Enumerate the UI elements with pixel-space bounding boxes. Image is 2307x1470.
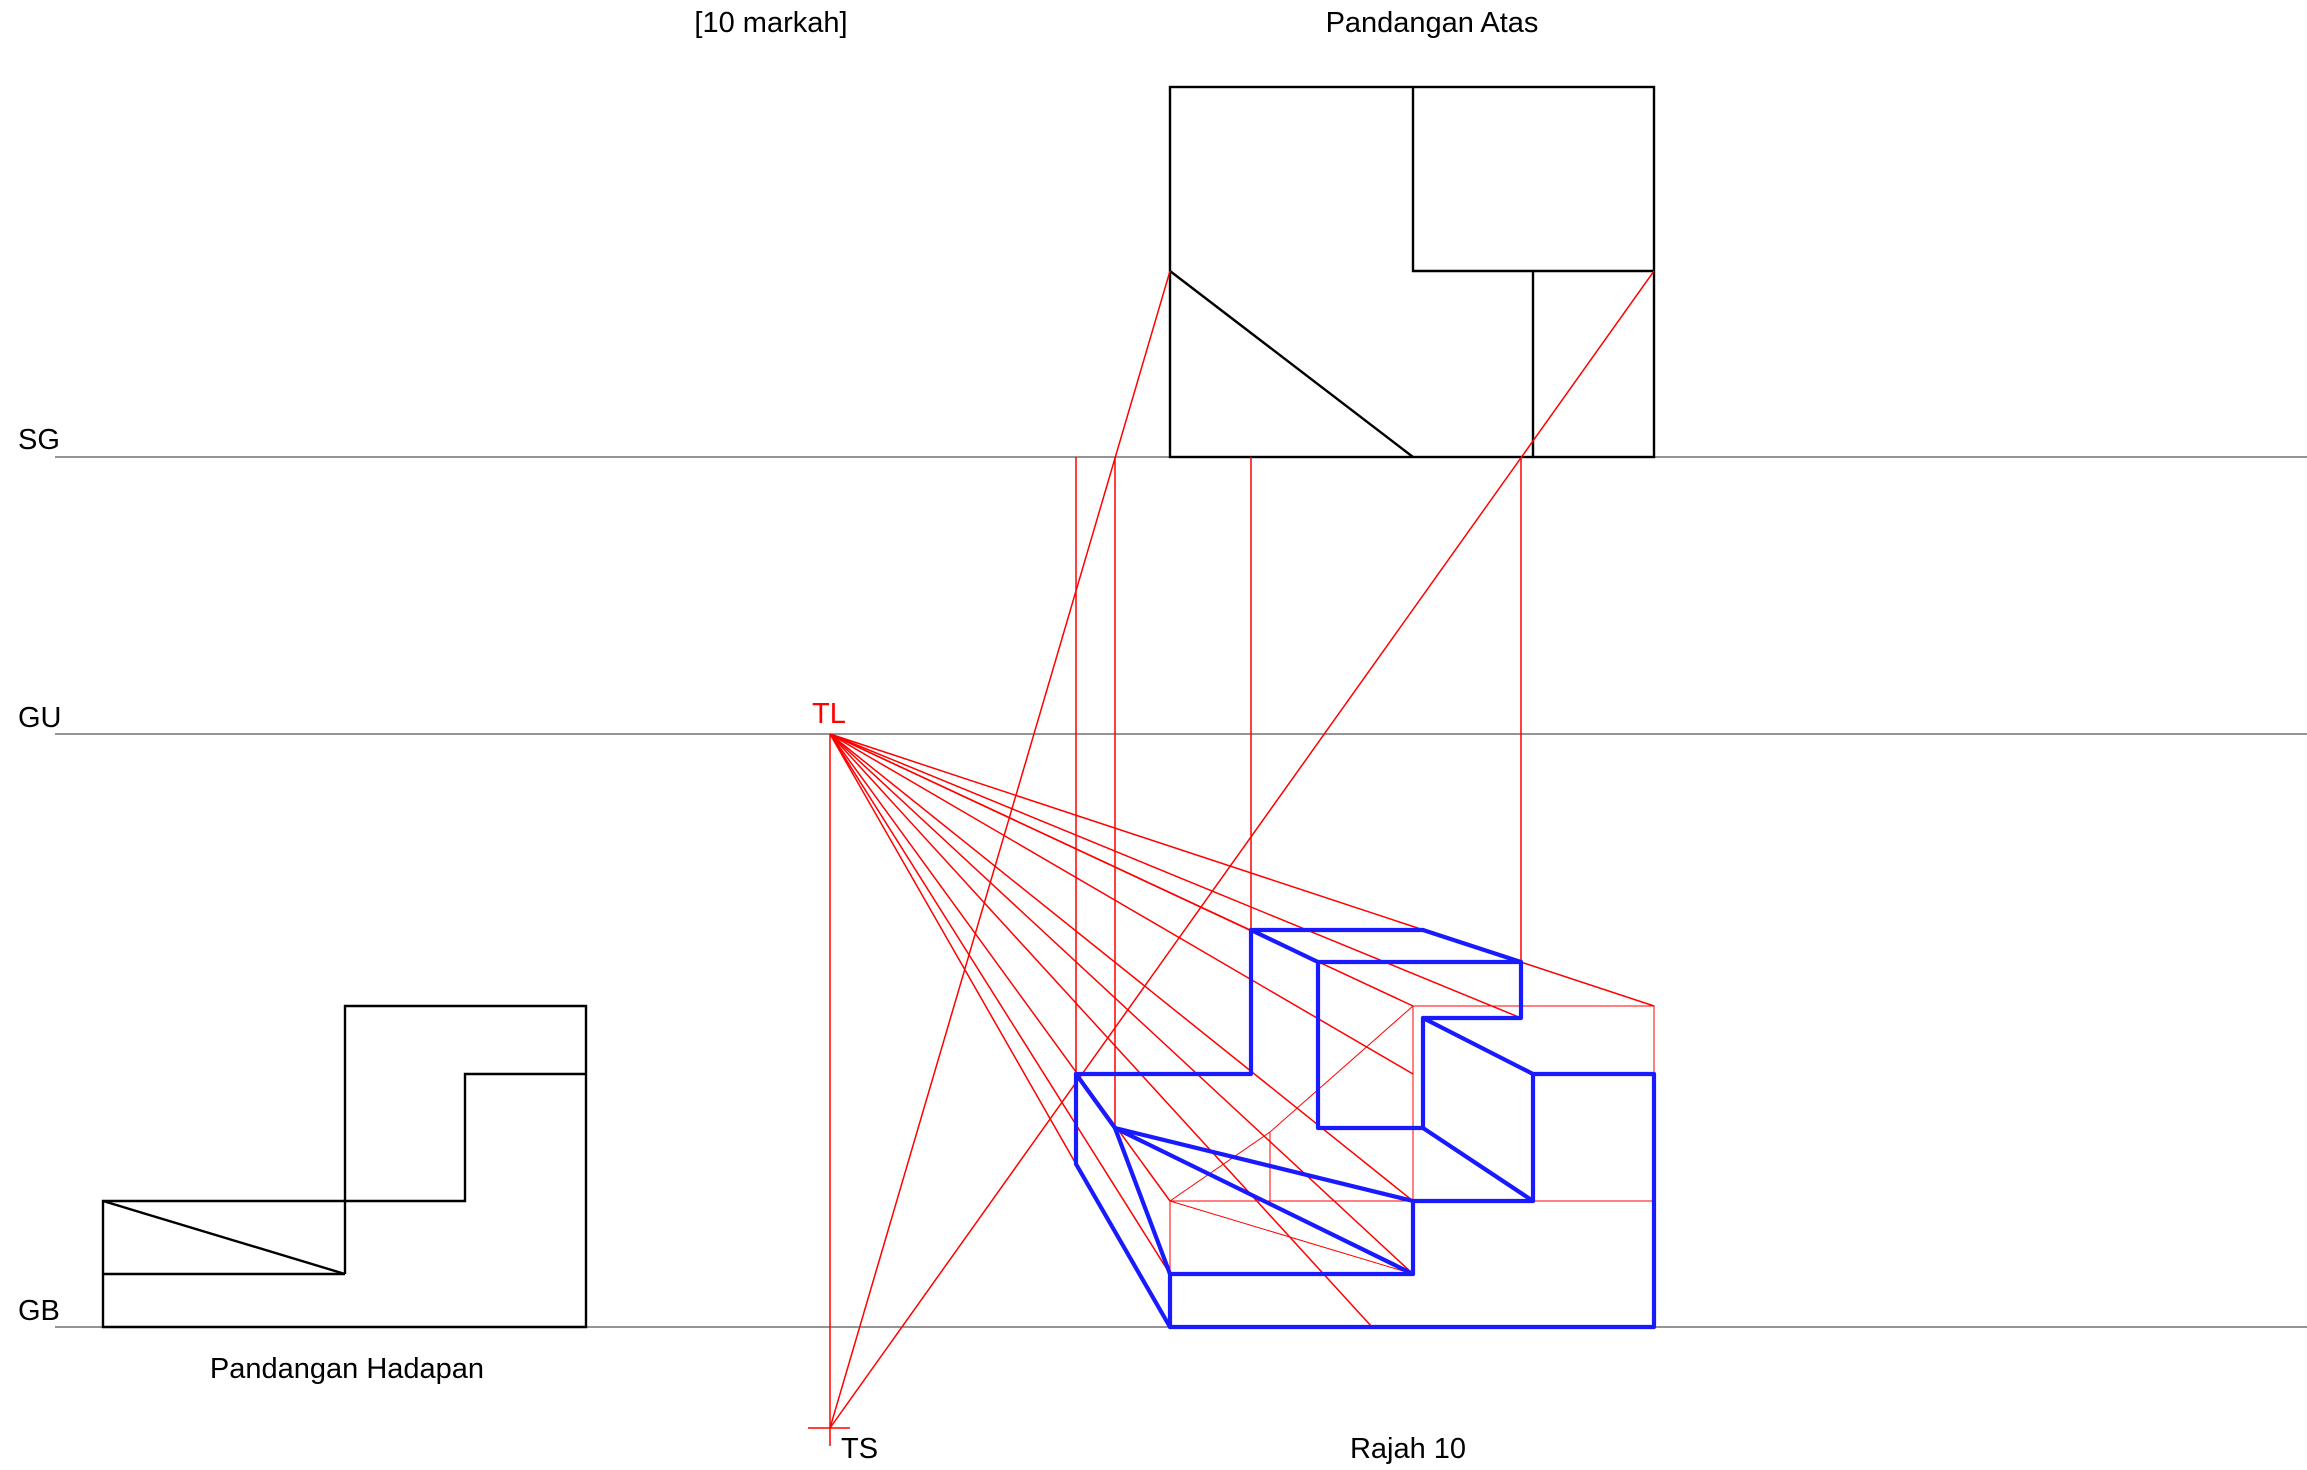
visual-ray-right xyxy=(829,270,1655,1429)
box-inner-diagonal-1 xyxy=(1269,1005,1414,1133)
vanish-line-9 xyxy=(829,733,1414,1275)
visual-ray-left xyxy=(829,270,1171,1429)
reference-lines xyxy=(55,456,2307,1328)
wedge-slope-edge xyxy=(1112,1125,1416,1204)
marks-label: [10 markah] xyxy=(694,7,847,39)
top-view-label: Pandangan Atas xyxy=(1326,7,1539,39)
upper-block-front xyxy=(1315,959,1426,1131)
wedge-slope-top xyxy=(1112,1125,1416,1277)
vanish-line-10 xyxy=(829,733,1373,1328)
front-view-label: Pandangan Hadapan xyxy=(210,1353,484,1385)
station-point-label: TS xyxy=(841,1433,878,1465)
wedge-left-edge xyxy=(1112,1125,1173,1277)
horizon-line-label: GU xyxy=(18,702,62,734)
top-view-drawing xyxy=(1168,85,1656,459)
perspective-result xyxy=(1073,927,1657,1330)
box-inner-diagonal-2 xyxy=(1169,1131,1271,1202)
box-back-top xyxy=(1413,1005,1655,1074)
base-bottom-edge xyxy=(1167,1071,1657,1330)
construction-box-lines xyxy=(1169,1005,1655,1275)
top-view-upper-step xyxy=(1411,87,1654,273)
top-view-slope-edge xyxy=(1169,270,1414,458)
vanish-line-4 xyxy=(829,733,1414,1075)
vanish-line-8 xyxy=(829,733,1171,1275)
lower-step-riser xyxy=(1410,1071,1657,1204)
picture-plane-label: SG xyxy=(18,424,60,456)
vanishing-point-label: TL xyxy=(812,698,846,730)
figure-label: Rajah 10 xyxy=(1350,1433,1466,1465)
vanish-line-6 xyxy=(829,733,1414,1202)
front-view-slope-line xyxy=(102,1199,346,1276)
front-view-inner-step xyxy=(345,1072,586,1203)
upper-block-back-edge xyxy=(1420,927,1524,965)
front-view-outline xyxy=(101,1004,588,1329)
wedge-outline xyxy=(1073,1071,1173,1330)
upper-block-diagonal xyxy=(1420,1125,1536,1204)
construction-lines xyxy=(808,270,1655,1446)
vanish-line-5 xyxy=(829,733,1319,963)
lower-step-top xyxy=(1073,927,1426,1077)
upper-block-top xyxy=(1248,927,1536,1077)
front-view-drawing xyxy=(101,1004,588,1329)
wedge-top-edge xyxy=(1073,1071,1118,1131)
ground-line-label: GB xyxy=(18,1295,60,1327)
box-slope-line xyxy=(1169,1200,1414,1275)
vanish-line-11 xyxy=(829,733,1077,1165)
vanish-line-3 xyxy=(829,733,1522,1019)
